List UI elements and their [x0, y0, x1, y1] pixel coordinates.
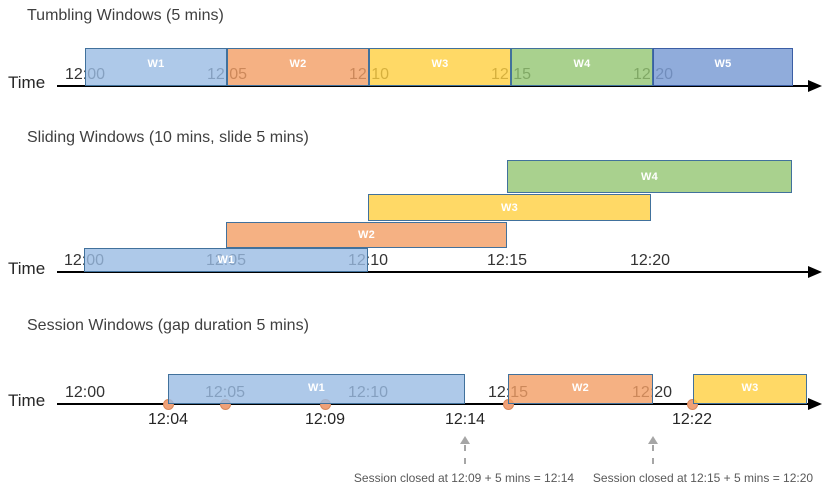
dashed-up-arrow-icon: [648, 436, 658, 444]
session-closed-annotation-1: Session closed at 12:09 + 5 mins = 12:14: [353, 471, 575, 485]
tumbling-window-w5: W5: [653, 48, 793, 86]
tumbling-time-axis-label: Time: [8, 73, 46, 92]
event-label-1204: 12:04: [147, 411, 189, 428]
window-label: W4: [573, 58, 591, 70]
dashed-up-arrow-line: [652, 445, 654, 464]
session-window-w2: W2: [508, 374, 653, 404]
window-label: W3: [431, 58, 449, 70]
window-label: W1: [307, 382, 326, 394]
session-section-title: Session Windows (gap duration 5 mins): [27, 317, 309, 334]
session-tick-1200: 12:00: [64, 384, 106, 401]
tumbling-section-title: Tumbling Windows (5 mins): [27, 7, 224, 24]
window-label: W4: [640, 170, 659, 183]
dashed-up-arrow-line: [464, 445, 466, 464]
sliding-tick-1215: 12:15: [486, 252, 528, 269]
window-label: W2: [357, 229, 376, 241]
session-window-w3: W3: [693, 374, 807, 404]
tumbling-time-axis: [57, 85, 812, 87]
window-label: W1: [147, 58, 165, 70]
dashed-up-arrow-icon: [460, 436, 470, 444]
window-label: W2: [289, 58, 307, 70]
session-closed-annotation-2: Session closed at 12:15 + 5 mins = 12:20: [592, 471, 814, 485]
session-window-w1: W1: [168, 374, 465, 404]
sliding-section-title: Sliding Windows (10 mins, slide 5 mins): [27, 129, 309, 146]
sliding-time-axis-label: Time: [8, 259, 46, 278]
event-dot-1222: [687, 399, 698, 410]
session-time-axis: [57, 403, 812, 405]
window-label: W3: [500, 201, 519, 214]
session-time-axis-label: Time: [8, 391, 46, 410]
tumbling-axis-arrowhead-icon: [808, 80, 822, 92]
window-label: W2: [571, 382, 590, 394]
sliding-tick-1220: 12:20: [629, 252, 671, 269]
sliding-window-w1: W1: [84, 248, 368, 272]
event-label-1209: 12:09: [304, 411, 346, 428]
window-label: W5: [714, 58, 732, 70]
tumbling-window-w2: W2: [227, 48, 369, 86]
event-label-1222: 12:22: [671, 411, 713, 428]
window-label: W3: [741, 382, 759, 394]
sliding-window-w4: W4: [507, 160, 792, 193]
tumbling-window-w3: W3: [369, 48, 511, 86]
sliding-axis-arrowhead-icon: [808, 266, 822, 278]
tumbling-window-w1: W1: [85, 48, 227, 86]
window-label: W1: [217, 254, 235, 266]
sliding-time-axis: [57, 271, 812, 273]
sliding-window-w3: W3: [368, 194, 651, 221]
session-axis-arrowhead-icon: [808, 398, 822, 410]
event-label-1214: 12:14: [444, 411, 486, 428]
tumbling-window-w4: W4: [511, 48, 653, 86]
sliding-window-w2: W2: [226, 222, 507, 248]
